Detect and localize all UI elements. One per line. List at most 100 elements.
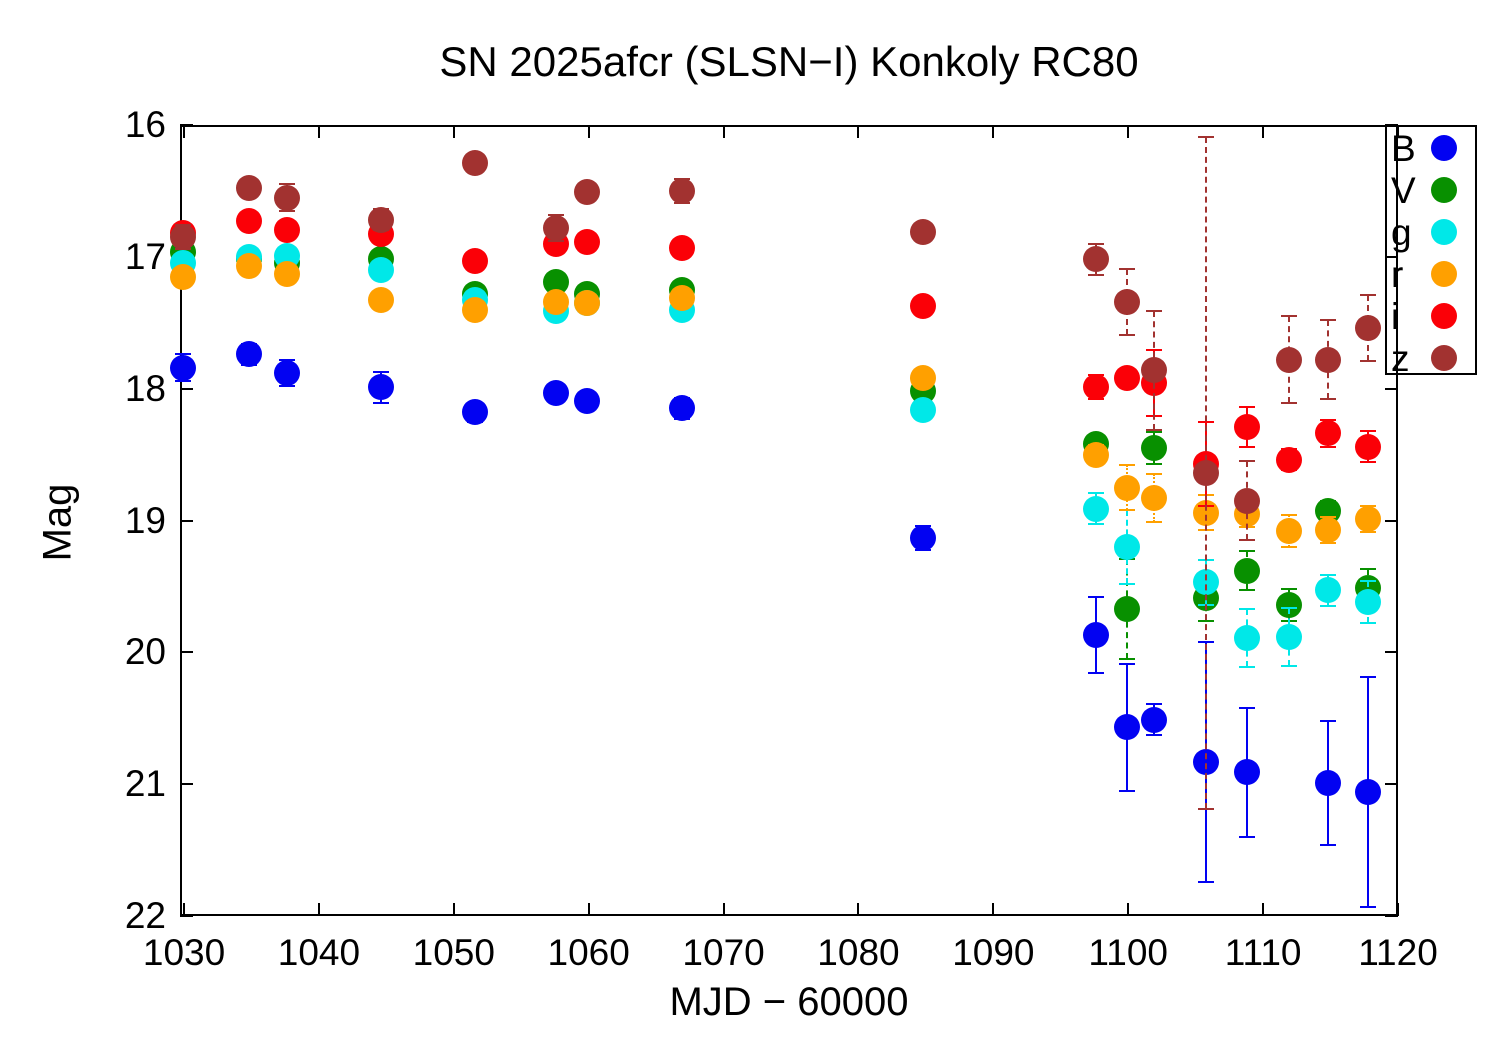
data-point-i [910,292,937,319]
error-bar-cap-g [1118,582,1135,585]
x-tick-label: 1060 [547,932,630,973]
data-point-r [273,260,300,287]
error-bar-cap-z [1145,309,1162,312]
error-bar-cap-B [372,370,389,373]
legend-label-z: z [1391,338,1410,379]
data-point-z [235,175,262,202]
error-bar-cap-g [1087,523,1104,526]
data-point-B [1082,622,1109,649]
x-tick [1127,903,1130,916]
x-tick [587,903,590,916]
y-tick-label: 20 [124,631,166,673]
data-point-r [462,296,489,323]
error-bar-cap-g [1280,606,1297,609]
legend-swatch-z [1431,345,1457,371]
chart-title: SN 2025afcr (SLSN−I) Konkoly RC80 [439,38,1139,85]
x-tick [1397,903,1399,916]
x-tick [857,903,860,916]
x-tick-label: 1040 [277,932,361,973]
data-point-i [1275,446,1302,473]
error-bar-cap-r [1360,504,1377,507]
y-tick [180,651,193,654]
y-tick-label: 16 [124,104,166,145]
error-bar-cap-z [1360,359,1377,362]
data-point-B [1140,706,1167,733]
legend-label-i: i [1391,296,1400,337]
data-point-r [169,263,196,290]
data-point-B [574,387,601,414]
error-bar-cap-z [1238,460,1255,463]
data-point-r [910,365,937,392]
x-tick-label: 1030 [142,932,226,973]
data-point-g [910,396,937,423]
error-bar-cap-z [1319,398,1336,401]
error-bar-cap-r [1118,508,1135,511]
x-tick-top [452,125,455,138]
data-point-i [1355,433,1382,460]
x-tick-top [587,125,590,138]
error-bar-cap-V [1238,549,1255,552]
data-point-i [574,229,601,256]
error-bar-cap-z [548,240,565,242]
error-bar-cap-z [1360,294,1377,297]
error-bar-cap-B [1087,672,1104,675]
data-point-B [367,374,394,401]
error-bar-cap-B [278,385,295,388]
error-bar-cap-B [1087,595,1104,598]
data-point-r [367,287,394,314]
y-tick [180,783,193,786]
legend-swatch-B [1431,135,1457,161]
error-bar-cap-z [1118,333,1135,336]
data-point-z [169,224,196,251]
y-tick-label: 18 [124,367,166,409]
y-tick-label: 17 [124,235,166,277]
data-point-i [1314,420,1341,447]
error-bar-cap-V [1238,589,1255,592]
y-tick-right [1385,255,1398,258]
y-tick-label: 22 [124,895,166,936]
error-bar-cap-g [1280,664,1297,667]
data-point-z [1314,346,1341,373]
error-bar-cap-z [1198,808,1215,811]
error-bar-cap-z [1087,274,1104,277]
y-tick [180,124,193,126]
data-point-i [1233,413,1260,440]
x-tick [992,903,995,916]
data-point-z [462,150,489,177]
data-point-z [367,206,394,233]
x-tick [722,903,725,916]
error-bar-cap-z [1198,135,1215,138]
data-point-B [462,399,489,426]
y-tick-right [1385,915,1398,917]
error-bar-cap-i [1238,406,1255,409]
error-bar-cap-g [1087,491,1104,494]
data-point-g [1275,623,1302,650]
data-point-i [1082,374,1109,401]
x-tick [317,903,320,916]
error-bar-cap-g [1238,665,1255,668]
x-tick-top [1262,125,1265,138]
data-point-V [1140,434,1167,461]
data-point-z [668,177,695,204]
x-tick-top [857,125,860,138]
error-bar-cap-V [1145,431,1162,434]
error-bar-cap-r [1145,520,1162,523]
error-bar-cap-g [1360,622,1377,625]
error-bar-cap-r [1145,473,1162,476]
error-bar-cap-B [1118,663,1135,666]
data-point-r [668,284,695,311]
data-point-r [1140,485,1167,512]
error-bar-cap-V [1280,588,1297,591]
error-bar-cap-z [1118,267,1135,270]
data-point-B [543,379,570,406]
data-point-r [235,253,262,280]
error-bar-cap-B [1198,880,1215,883]
data-point-g [1233,624,1260,651]
legend-label-r: r [1391,254,1404,295]
data-point-V [1113,595,1140,622]
data-point-r [1275,518,1302,545]
error-bar-cap-r [1319,541,1336,544]
x-tick [452,903,455,916]
data-point-z [543,214,570,241]
